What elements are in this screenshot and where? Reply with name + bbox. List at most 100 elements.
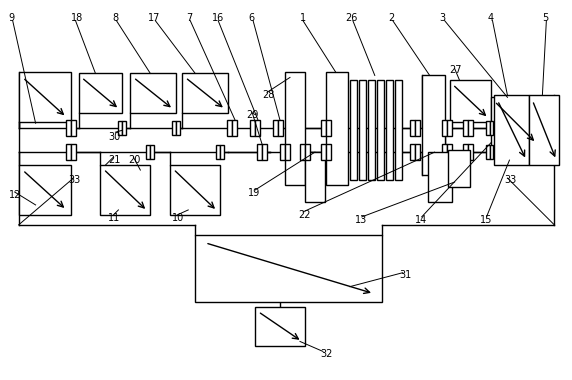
- Bar: [335, 120, 340, 136]
- Bar: [335, 144, 340, 160]
- Text: 6: 6: [248, 13, 254, 23]
- Text: 33: 33: [69, 175, 81, 185]
- Text: 16: 16: [212, 13, 224, 23]
- Text: 30: 30: [109, 132, 121, 142]
- Text: 21: 21: [109, 155, 121, 165]
- Bar: [305, 144, 310, 160]
- Bar: [78, 73, 122, 113]
- Text: 22: 22: [298, 210, 311, 220]
- Bar: [321, 120, 326, 136]
- Bar: [122, 121, 126, 135]
- Bar: [305, 152, 325, 202]
- Bar: [216, 145, 220, 159]
- Bar: [442, 120, 447, 136]
- Bar: [170, 165, 220, 215]
- Bar: [300, 144, 305, 160]
- Bar: [278, 120, 283, 136]
- Bar: [490, 145, 494, 159]
- Text: 28: 28: [262, 90, 275, 100]
- Text: 19: 19: [248, 188, 260, 198]
- Bar: [490, 121, 494, 135]
- Bar: [220, 145, 224, 159]
- Bar: [19, 73, 70, 122]
- Text: 29: 29: [246, 110, 259, 120]
- Bar: [326, 73, 348, 185]
- Text: 15: 15: [479, 215, 492, 225]
- Bar: [273, 120, 278, 136]
- Bar: [491, 97, 539, 147]
- Bar: [150, 145, 154, 159]
- Bar: [101, 165, 150, 215]
- Bar: [467, 144, 472, 160]
- Bar: [285, 73, 305, 185]
- Bar: [227, 120, 232, 136]
- Bar: [66, 144, 70, 160]
- Bar: [262, 144, 267, 160]
- Bar: [70, 120, 76, 136]
- Text: 14: 14: [415, 215, 427, 225]
- Bar: [442, 144, 447, 160]
- Bar: [395, 81, 402, 180]
- Bar: [340, 120, 345, 136]
- Text: 12: 12: [9, 190, 21, 200]
- Bar: [255, 307, 305, 347]
- Bar: [232, 120, 237, 136]
- Bar: [415, 120, 420, 136]
- Bar: [428, 152, 452, 202]
- Text: 3: 3: [440, 13, 446, 23]
- Bar: [176, 121, 180, 135]
- Bar: [422, 75, 444, 175]
- Text: 33: 33: [505, 175, 517, 185]
- Text: 9: 9: [9, 13, 15, 23]
- Bar: [463, 144, 467, 160]
- Text: 4: 4: [487, 13, 494, 23]
- Bar: [447, 144, 452, 160]
- Bar: [350, 81, 357, 180]
- Bar: [415, 144, 420, 160]
- Bar: [257, 144, 262, 160]
- Text: 20: 20: [128, 155, 141, 165]
- Bar: [146, 145, 150, 159]
- Bar: [448, 150, 470, 187]
- Bar: [321, 144, 326, 160]
- Bar: [326, 144, 331, 160]
- Bar: [255, 120, 260, 136]
- Bar: [467, 120, 472, 136]
- Bar: [447, 120, 452, 136]
- Bar: [195, 235, 382, 302]
- Text: 31: 31: [400, 270, 412, 280]
- Bar: [66, 120, 70, 136]
- Bar: [494, 95, 530, 165]
- Bar: [377, 81, 384, 180]
- Bar: [486, 121, 490, 135]
- Bar: [118, 121, 122, 135]
- Text: 7: 7: [186, 13, 193, 23]
- Bar: [463, 120, 467, 136]
- Bar: [130, 73, 176, 113]
- Bar: [530, 95, 559, 165]
- Bar: [285, 144, 290, 160]
- Text: 8: 8: [113, 13, 118, 23]
- Text: 11: 11: [109, 213, 121, 223]
- Bar: [70, 144, 76, 160]
- Bar: [19, 165, 70, 215]
- Text: 10: 10: [172, 213, 185, 223]
- Text: 2: 2: [388, 13, 394, 23]
- Text: 1: 1: [300, 13, 306, 23]
- Bar: [386, 81, 393, 180]
- Text: 32: 32: [320, 350, 332, 359]
- Bar: [450, 81, 491, 122]
- Text: 17: 17: [148, 13, 161, 23]
- Bar: [486, 145, 490, 159]
- Text: 27: 27: [450, 65, 462, 76]
- Bar: [410, 120, 415, 136]
- Bar: [250, 120, 255, 136]
- Bar: [368, 81, 375, 180]
- Bar: [172, 121, 176, 135]
- Bar: [326, 120, 331, 136]
- Text: 5: 5: [542, 13, 549, 23]
- Text: 13: 13: [355, 215, 367, 225]
- Bar: [410, 144, 415, 160]
- Bar: [359, 81, 366, 180]
- Text: 18: 18: [70, 13, 83, 23]
